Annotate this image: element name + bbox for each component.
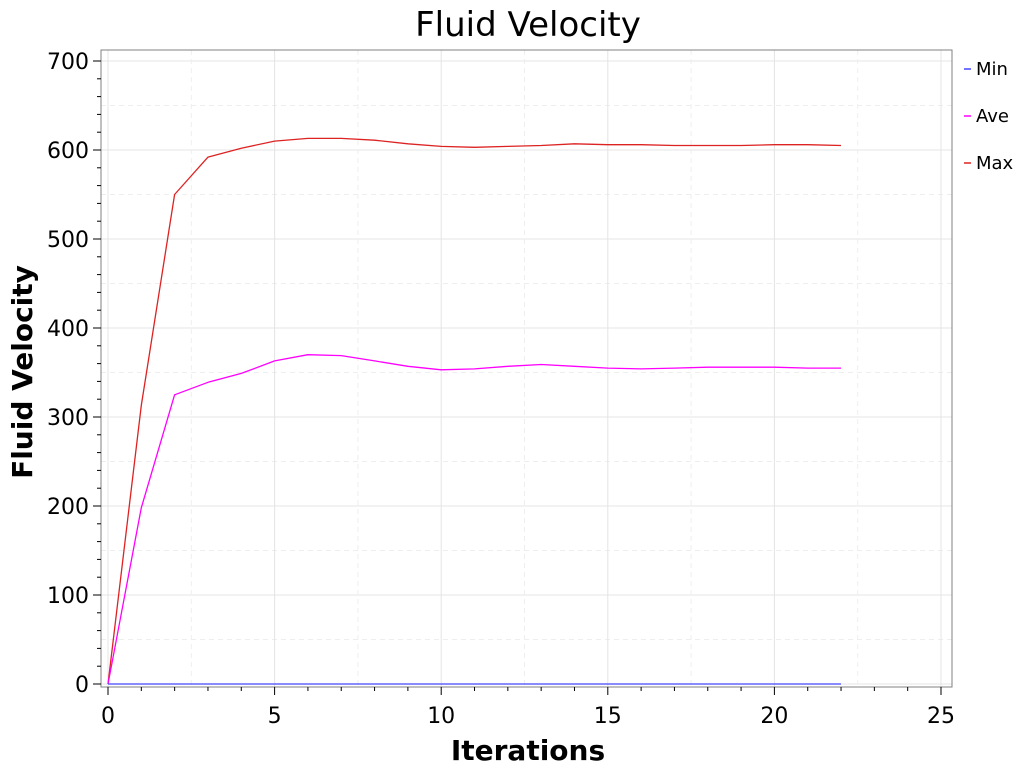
y-tick-label: 700 (47, 50, 89, 75)
series-line-max (107, 137, 842, 685)
x-axis-label: Iterations (451, 734, 605, 767)
legend-item-ave: Ave (964, 106, 1009, 127)
x-tick-label: 5 (268, 704, 282, 729)
plot-area-frame (100, 49, 953, 688)
y-tick-label: 600 (47, 139, 89, 164)
legend-label: Ave (976, 106, 1009, 127)
legend-label: Min (976, 59, 1008, 80)
y-tick-label: 500 (47, 228, 89, 253)
axis-ticks: 0 100 200 300 400 500 600 700 0 5 10 15 20 25 (47, 50, 955, 729)
y-tick-label: 100 (47, 584, 89, 609)
legend: Min Ave Max (964, 59, 1014, 174)
legend-label: Max (976, 153, 1014, 174)
x-tick-label: 15 (594, 704, 622, 729)
y-tick-label: 0 (75, 673, 89, 698)
y-tick-label: 200 (47, 495, 89, 520)
x-tick-label: 10 (427, 704, 455, 729)
x-tick-label: 0 (101, 704, 115, 729)
y-tick-label: 300 (47, 406, 89, 431)
series-lines (107, 137, 842, 685)
y-tick-label: 400 (47, 317, 89, 342)
chart-title: Fluid Velocity (415, 5, 641, 45)
y-axis-label: Fluid Velocity (6, 265, 39, 479)
x-tick-label: 20 (760, 704, 788, 729)
legend-item-min: Min (964, 59, 1008, 80)
grid-lines (101, 50, 952, 687)
x-tick-label: 25 (927, 704, 955, 729)
series-line-ave (107, 354, 841, 685)
legend-item-max: Max (964, 153, 1014, 174)
